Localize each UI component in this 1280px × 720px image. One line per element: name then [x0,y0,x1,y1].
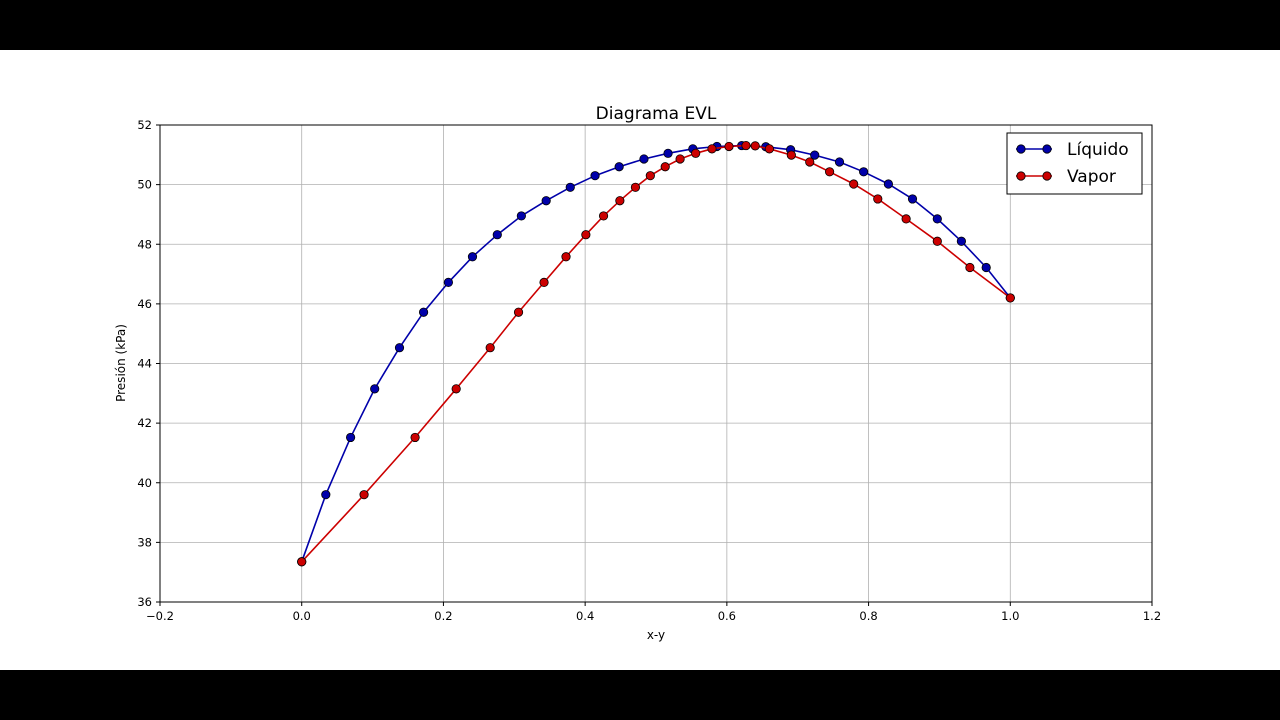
data-point-liquido [932,214,942,224]
data-point-liquido [956,236,966,246]
data-point-vapor [965,262,975,273]
y-tick-label: 52 [137,118,152,132]
data-point-liquido [859,167,869,177]
data-point-vapor [873,194,883,204]
data-point-liquido [590,171,600,181]
data-point-liquido [614,162,624,172]
figure: Diagrama EVL −0.2 0.0 0.2 0.4 0.6 0.8 1.0 1.2 36… [0,50,1280,670]
data-point-vapor [849,179,859,189]
data-point-vapor [297,557,307,567]
legend-entry-liquido: Líquido [1016,140,1129,160]
data-point-liquido [541,196,551,206]
data-point-vapor [707,144,717,154]
data-point-vapor [901,214,911,224]
y-tick-label: 50 [137,178,152,192]
data-point-vapor [675,154,685,164]
data-point-vapor [598,211,609,221]
data-point-liquido [516,211,526,221]
data-point-vapor [485,343,495,353]
y-tick-label: 46 [137,297,152,311]
x-tick-label: 1.2 [1143,609,1161,623]
data-point-vapor [561,252,571,262]
x-tick-label: 0.8 [859,609,877,623]
x-tick-label: −0.2 [146,609,174,623]
data-point-liquido [492,230,502,240]
data-point-vapor [750,141,760,151]
data-point-vapor [630,182,641,192]
ticks: −0.2 0.0 0.2 0.4 0.6 0.8 1.0 1.2 36 38 40 42 44 46 48 5… [137,118,1161,623]
y-tick-label: 44 [137,357,152,371]
series-liquido [297,140,1015,567]
legend-entry-vapor: Vapor [1016,167,1116,187]
data-point-vapor [741,140,751,151]
data-point-liquido [565,182,575,192]
data-point-vapor [513,307,524,317]
chart-title: Diagrama EVL [596,104,717,124]
y-tick-label: 48 [137,237,152,251]
data-point-vapor [691,148,701,158]
data-point-vapor [581,230,591,240]
data-point-vapor [764,144,774,154]
data-point-liquido [883,179,894,189]
data-point-liquido [639,154,649,164]
x-axis-label: x-y [647,628,665,642]
data-point-vapor [410,432,420,443]
series-layer [297,140,1015,567]
data-point-vapor [539,277,549,288]
data-point-liquido [321,490,331,500]
data-point-liquido [834,157,845,167]
data-point-vapor [824,167,835,177]
y-tick-label: 42 [137,416,152,430]
series-vapor [297,140,1015,567]
data-point-vapor [786,150,796,160]
data-point-vapor [805,157,815,167]
data-point-vapor [932,236,942,246]
legend-marker [1042,171,1052,181]
legend-marker [1016,171,1026,181]
x-tick-label: 1.0 [1001,609,1019,623]
letterbox-top [0,0,1280,50]
y-tick-label: 36 [137,595,152,609]
y-tick-label: 38 [137,535,152,549]
series-line-vapor [301,144,1011,563]
legend-label: Vapor [1067,167,1116,187]
data-point-vapor [1005,293,1015,303]
data-point-liquido [467,252,478,262]
grid [159,124,1153,603]
data-point-liquido [907,194,918,204]
data-point-liquido [443,277,453,288]
data-point-liquido [418,307,429,317]
data-point-liquido [981,262,991,273]
data-point-vapor [645,171,655,181]
legend-marker [1016,144,1026,154]
data-point-liquido [810,150,820,160]
evl-chart: Diagrama EVL −0.2 0.0 0.2 0.4 0.6 0.8 1.0 1.2 36… [114,104,1161,642]
x-tick-label: 0.6 [718,609,736,623]
letterbox-bottom [0,670,1280,720]
data-point-vapor [359,490,369,500]
data-point-liquido [346,432,356,443]
data-point-vapor [451,384,461,394]
x-tick-label: 0.4 [576,609,594,623]
legend: Líquido Vapor [1006,132,1143,195]
data-point-liquido [663,148,673,158]
x-tick-label: 0.2 [434,609,452,623]
data-point-vapor [615,196,625,206]
data-point-liquido [394,343,405,353]
legend-label: Líquido [1067,140,1129,160]
x-tick-label: 0.0 [293,609,311,623]
y-axis-label: Presión (kPa) [114,324,128,402]
data-point-liquido [370,384,380,394]
legend-frame [1006,132,1143,195]
data-point-vapor [660,162,670,172]
data-point-vapor [724,141,734,152]
series-line-liquido [300,144,1011,563]
y-tick-label: 40 [137,476,152,490]
legend-marker [1042,144,1052,154]
